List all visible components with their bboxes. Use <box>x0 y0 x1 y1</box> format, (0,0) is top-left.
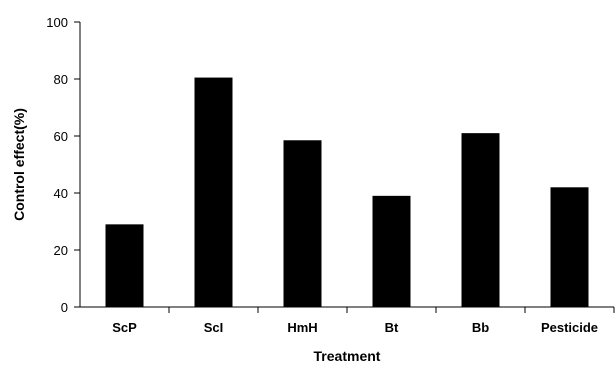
x-axis-ticks: ScP ScI HmH Bt Bb Pesticide <box>112 307 615 335</box>
x-tick-label: Pesticide <box>541 320 598 335</box>
x-tick-label: HmH <box>287 320 317 335</box>
bar-bt <box>372 195 411 307</box>
y-tick-label: 100 <box>46 15 68 30</box>
x-axis-title: Treatment <box>314 348 381 364</box>
x-tick-label: Bb <box>472 320 489 335</box>
bar-bb <box>461 133 500 307</box>
y-tick-label: 20 <box>54 243 68 258</box>
x-tick-label: Bt <box>385 320 399 335</box>
y-axis-title: Control effect(%) <box>11 108 27 221</box>
y-tick-label: 0 <box>61 300 68 315</box>
bar-scp <box>105 224 144 307</box>
y-tick-label: 60 <box>54 129 68 144</box>
x-tick-label: ScP <box>112 320 137 335</box>
y-tick-label: 80 <box>54 72 68 87</box>
y-axis-ticks: 0 20 40 60 80 100 <box>46 15 80 315</box>
bars <box>105 77 589 307</box>
y-tick-label: 40 <box>54 186 68 201</box>
bar-sci <box>194 77 233 307</box>
bar-hmh <box>283 140 322 307</box>
x-tick-label: ScI <box>204 320 224 335</box>
bar-pesticide <box>550 187 589 307</box>
